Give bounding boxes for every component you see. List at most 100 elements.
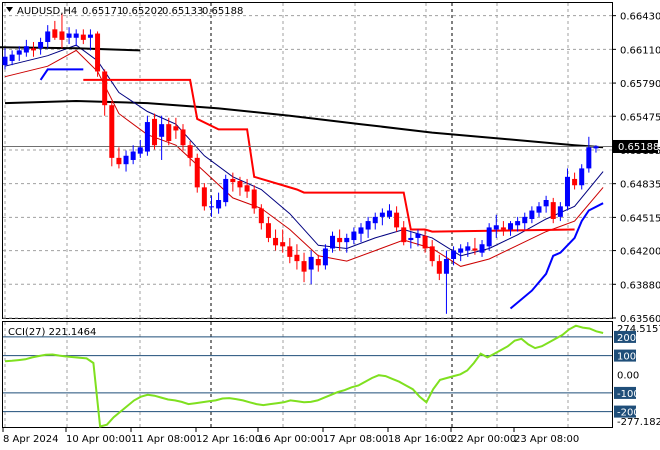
time-tick-label: 23 Apr 08:00	[514, 434, 579, 445]
candle-body	[358, 227, 364, 234]
cci-axis-label: -100	[617, 389, 640, 400]
price-tick-label: 0.66110	[620, 45, 660, 56]
candle-body	[301, 261, 307, 272]
price-tick-label: 0.66430	[620, 12, 660, 23]
candle-body	[315, 259, 321, 266]
cci-pane-frame	[2, 321, 613, 428]
candle-body	[166, 124, 172, 142]
time-tick-label: 8 Apr 2024	[3, 434, 58, 445]
candle-body	[9, 54, 15, 61]
candle-body	[208, 206, 214, 208]
candle-body	[287, 246, 293, 257]
time-tick-label: 18 Apr 16:00	[388, 434, 453, 445]
time-tick-label: 22 Apr 00:00	[451, 434, 516, 445]
cci-line	[4, 324, 604, 428]
cci-axis-label: 200	[617, 333, 636, 344]
cci-axis-label: -277.182	[617, 417, 660, 428]
candle-body	[579, 168, 585, 186]
candle-body	[529, 210, 535, 219]
candle-body	[152, 118, 158, 146]
candle-body	[394, 212, 400, 228]
candle-body	[422, 235, 428, 249]
candle-body	[493, 225, 499, 230]
candle-body	[557, 206, 563, 217]
candle-body	[230, 178, 236, 183]
candle-body	[80, 34, 86, 40]
candle-body	[308, 256, 314, 270]
price-tick-label: 0.64835	[620, 180, 660, 191]
candle-body	[458, 248, 464, 253]
candle-body	[515, 221, 521, 226]
candle-body	[95, 33, 101, 72]
price-tick-label: 0.65790	[620, 79, 660, 90]
time-tick-label: 16 Apr 00:00	[258, 434, 323, 445]
candle-body	[180, 129, 186, 146]
candle-body	[87, 34, 93, 38]
candle-body	[109, 105, 115, 158]
current-price-tag	[613, 139, 658, 153]
candle-body	[443, 259, 449, 274]
price-tick-label: 0.63560	[620, 314, 660, 325]
candle-body	[564, 176, 570, 207]
candle-body	[137, 147, 143, 154]
candle-body	[500, 227, 506, 230]
candle-body	[436, 261, 442, 274]
candle-body	[52, 29, 58, 38]
candle-body	[16, 50, 22, 55]
price-pane-frame	[2, 2, 613, 319]
candlestick-series	[2, 13, 599, 314]
candle-body	[23, 46, 29, 53]
candle-body	[201, 187, 207, 207]
candle-body	[351, 231, 357, 241]
candle-body	[123, 155, 129, 165]
time-tick-label: 11 Apr 08:00	[131, 434, 196, 445]
cci-axis-label: 100	[617, 352, 636, 363]
time-tick-label: 10 Apr 00:00	[66, 434, 131, 445]
candle-body	[38, 41, 44, 49]
candle-body	[508, 223, 514, 230]
candle-body	[116, 157, 122, 165]
candle-body	[45, 31, 51, 42]
candle-body	[429, 246, 435, 262]
symbol-dropdown-icon[interactable]	[6, 7, 13, 12]
candle-body	[522, 216, 528, 224]
quote-low: 0.65133	[162, 6, 203, 17]
cci-label: CCI(27) 221.1464	[8, 327, 96, 338]
candle-body	[401, 227, 407, 243]
indicator-line	[4, 49, 604, 267]
cci-axis-label: -200	[617, 408, 640, 419]
candle-body	[102, 71, 108, 106]
cci-axis-label: 0.00	[617, 370, 639, 381]
candle-body	[187, 145, 193, 158]
cci-grid	[3, 336, 612, 413]
indicator-line	[39, 68, 84, 81]
candle-body	[543, 200, 549, 207]
indicator-line	[509, 202, 604, 310]
candle-body	[30, 48, 36, 51]
candle-body	[73, 33, 79, 38]
candle-body	[472, 248, 478, 251]
price-tick-label: 0.64200	[620, 247, 660, 258]
candle-body	[479, 244, 485, 253]
candle-body	[66, 33, 72, 38]
candle-body	[465, 246, 471, 251]
candle-body	[550, 202, 556, 219]
candle-body	[251, 189, 257, 209]
candle-body	[258, 208, 264, 224]
indicator-line	[4, 44, 604, 257]
symbol-label: AUDUSD,H4	[17, 6, 77, 17]
indicator-line	[83, 78, 575, 233]
price-tick-label: 0.65475	[620, 112, 660, 123]
candle-body	[2, 56, 8, 66]
quote-open: 0.65171	[82, 6, 123, 17]
candle-body	[344, 237, 350, 243]
cci-level-tag	[614, 405, 636, 418]
quote-high: 0.65202	[122, 6, 163, 17]
candle-body	[536, 206, 542, 213]
candle-body	[294, 254, 300, 262]
candle-body	[486, 227, 492, 247]
cci-level-tag	[614, 386, 636, 399]
